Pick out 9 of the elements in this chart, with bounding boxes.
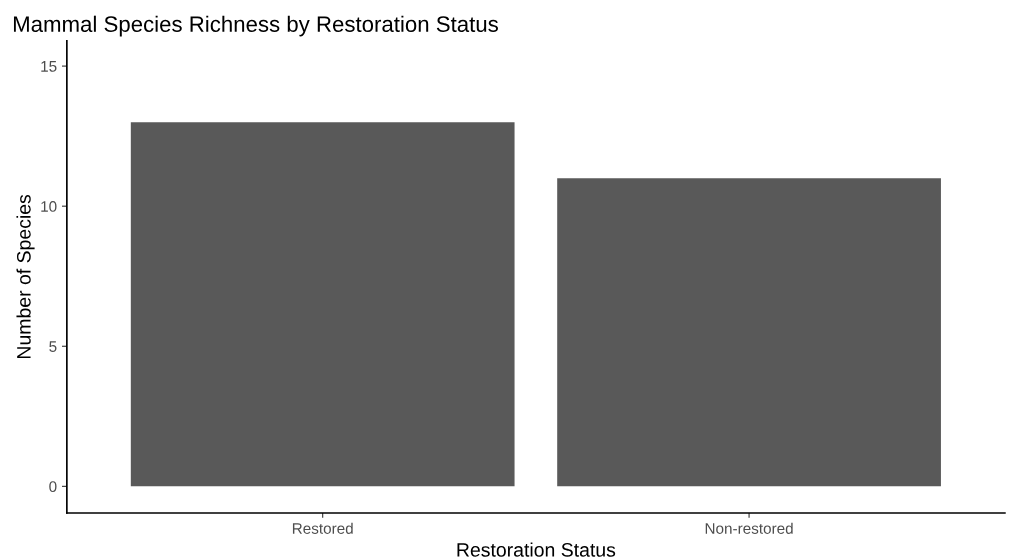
y-axis-title: Number of Species <box>16 194 35 358</box>
chart-title: Mammal Species Richness by Restoration Status <box>13 15 498 37</box>
y-tick-label: 0 <box>49 481 57 493</box>
y-tick-label: 15 <box>41 61 57 72</box>
x-tick-label: Restored <box>292 522 353 534</box>
y-tick-label: 10 <box>41 201 57 212</box>
y-tick-label: 5 <box>49 341 57 352</box>
x-axis-title: Restoration Status <box>457 542 616 557</box>
x-tick-label: Non-restored <box>705 522 793 534</box>
